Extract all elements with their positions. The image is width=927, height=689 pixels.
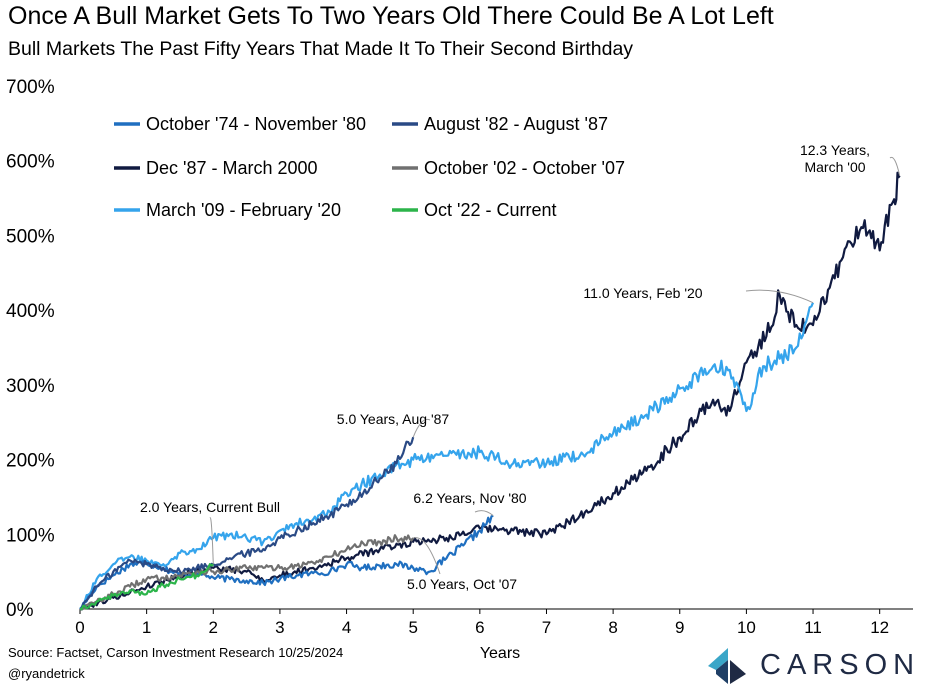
x-tick-label: 12 <box>870 618 889 637</box>
y-tick-label: 400% <box>6 301 55 322</box>
x-axis-label: Years <box>480 645 520 662</box>
x-tick-label: 10 <box>737 618 756 637</box>
legend: October '74 - November '80 August '82 - A… <box>114 114 625 220</box>
annotation-label: 11.0 Years, Feb '20 <box>583 285 702 301</box>
carson-logo: CARSON <box>708 648 918 684</box>
annotation-leader-line <box>209 517 214 565</box>
x-tick-label: 11 <box>804 618 822 637</box>
chart-title: Once A Bull Market Gets To Two Years Old… <box>8 2 774 30</box>
y-tick-label: 100% <box>6 525 55 546</box>
legend-label: Dec '87 - March 2000 <box>146 158 318 178</box>
legend-label: Oct '22 - Current <box>424 200 556 220</box>
x-tick-label: 6 <box>475 618 484 637</box>
annotation-label-line2: March '00 <box>804 159 865 175</box>
series-line-august-82-august-87 <box>79 436 415 610</box>
x-tick-label: 1 <box>142 618 151 637</box>
annotation-leader-line <box>889 156 901 176</box>
x-tick-label: 5 <box>408 618 417 637</box>
annotation-leader-line <box>745 289 814 304</box>
series-line-march-09-february-20 <box>79 302 815 610</box>
y-tick-label: 600% <box>6 152 55 173</box>
annotation-leader-line <box>474 510 494 516</box>
legend-label: October '02 - October '07 <box>424 158 625 178</box>
annotation-layer: 2.0 Years, Current Bull 5.0 Years, Aug '8… <box>140 142 901 592</box>
y-tick-label: 200% <box>6 451 55 472</box>
x-tick-label: 3 <box>275 618 284 637</box>
series-line-october-74-november-80 <box>79 514 494 610</box>
y-tick-label: 300% <box>6 376 55 397</box>
legend-label: August '82 - August '87 <box>424 114 608 134</box>
chart-subtitle: Bull Markets The Past Fifty Years That M… <box>8 38 634 60</box>
author-handle: @ryandetrick <box>8 666 85 681</box>
annotation-label: 5.0 Years, Aug '87 <box>337 411 450 427</box>
annotation-leader-line <box>412 418 431 438</box>
source-note: Source: Factset, Carson Investment Resea… <box>8 645 344 660</box>
series-layer <box>79 171 901 611</box>
annotation-label: 6.2 Years, Nov '80 <box>413 490 526 506</box>
annotation-label: 5.0 Years, Oct '07 <box>407 576 517 592</box>
series-line-oct-22-current <box>79 563 214 611</box>
annotation-leader-line <box>413 537 441 575</box>
y-axis: 0% 100% 200% 300% 400% 500% 600% 700% <box>6 77 55 621</box>
legend-label: March '09 - February '20 <box>146 200 341 220</box>
series-line-october-02-october-07 <box>79 534 415 611</box>
carson-logo-mark-icon <box>708 648 746 684</box>
x-tick-label: 9 <box>675 618 684 637</box>
x-tick-label: 4 <box>342 618 351 637</box>
x-tick-label: 8 <box>608 618 617 637</box>
x-tick-label: 7 <box>542 618 551 637</box>
y-tick-label: 0% <box>6 600 34 621</box>
series-line-dec-87-march-2000 <box>79 171 901 611</box>
x-axis: 0 1 2 3 4 5 6 7 8 9 10 11 12 <box>75 608 913 637</box>
y-tick-label: 500% <box>6 226 55 247</box>
annotation-label: 12.3 Years, <box>800 142 870 158</box>
carson-logo-text: CARSON <box>760 649 921 681</box>
x-tick-label: 2 <box>209 618 218 637</box>
x-tick-label: 0 <box>75 618 84 637</box>
y-tick-label: 700% <box>6 77 55 98</box>
annotation-label: 2.0 Years, Current Bull <box>140 499 280 515</box>
legend-label: October '74 - November '80 <box>146 114 366 134</box>
